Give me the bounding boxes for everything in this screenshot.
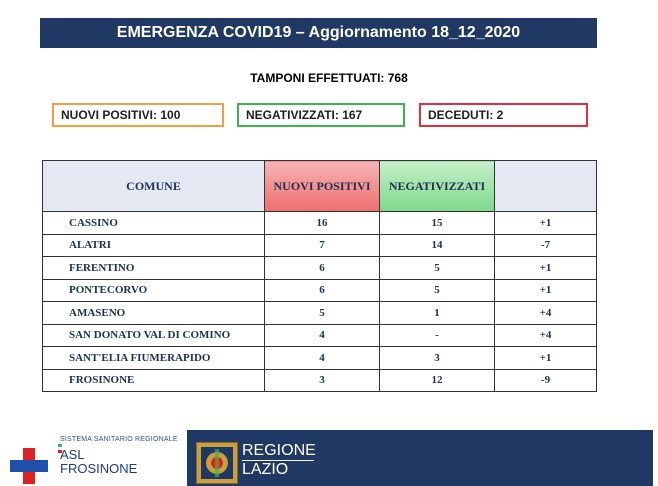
cell-negativizzati: - — [379, 323, 495, 347]
cell-comune: FROSINONE — [42, 368, 265, 392]
regione-lazio-emblem-icon — [196, 442, 238, 484]
header-nuovi-positivi: NUOVI POSITIVI — [264, 160, 380, 212]
cell-differenza: +1 — [494, 256, 597, 280]
cell-negativizzati: 1 — [379, 301, 495, 325]
table-row: AMASENO 5 1 +4 — [42, 301, 597, 325]
table-row: ALATRI 7 14 -7 — [42, 233, 597, 257]
medical-cross-icon — [10, 448, 48, 484]
comuni-table: COMUNE NUOVI POSITIVI NEGATIVIZZATI CASS… — [42, 160, 597, 392]
cell-comune: SANT'ELIA FIUMERAPIDO — [42, 346, 265, 370]
cell-positivi: 6 — [264, 256, 380, 280]
cell-differenza: -9 — [494, 368, 597, 392]
table-row: FERENTINO 6 5 +1 — [42, 256, 597, 280]
cell-negativizzati: 15 — [379, 211, 495, 235]
table-row: FROSINONE 3 12 -9 — [42, 368, 597, 392]
deceduti-box: DECEDUTI: 2 — [419, 103, 588, 127]
cell-comune: CASSINO — [42, 211, 265, 235]
cell-positivi: 3 — [264, 368, 380, 392]
cell-differenza: +1 — [494, 211, 597, 235]
cell-comune: AMASENO — [42, 301, 265, 325]
cell-comune: ALATRI — [42, 233, 265, 257]
asl-line2: FROSINONE — [60, 461, 138, 476]
table-row: CASSINO 16 15 +1 — [42, 211, 597, 235]
cell-negativizzati: 14 — [379, 233, 495, 257]
header-negativizzati: NEGATIVIZZATI — [379, 160, 495, 212]
cell-differenza: +4 — [494, 323, 597, 347]
cell-negativizzati: 12 — [379, 368, 495, 392]
page-title: EMERGENZA COVID19 – Aggiornamento 18_12_… — [40, 18, 597, 48]
nuovi-positivi-box: NUOVI POSITIVI: 100 — [52, 103, 224, 127]
cell-comune: SAN DONATO VAL DI COMINO — [42, 323, 265, 347]
cell-comune: PONTECORVO — [42, 278, 265, 302]
cell-negativizzati: 5 — [379, 256, 495, 280]
table-row: SANT'ELIA FIUMERAPIDO 4 3 +1 — [42, 346, 597, 370]
cell-positivi: 4 — [264, 323, 380, 347]
cell-differenza: -7 — [494, 233, 597, 257]
cell-differenza: +4 — [494, 301, 597, 325]
asl-line1: ASL — [60, 447, 85, 462]
cell-positivi: 4 — [264, 346, 380, 370]
cell-positivi: 7 — [264, 233, 380, 257]
regione-lazio-label: REGIONE LAZIO — [242, 442, 316, 479]
asl-flag-icon — [58, 444, 62, 453]
region-line1: REGIONE — [242, 442, 316, 461]
asl-frosinone-logo: SISTEMA SANITARIO REGIONALE ASL FROSINON… — [6, 432, 186, 484]
cell-negativizzati: 5 — [379, 278, 495, 302]
asl-subtitle: SISTEMA SANITARIO REGIONALE — [60, 436, 178, 443]
cell-comune: FERENTINO — [42, 256, 265, 280]
cell-differenza: +1 — [494, 278, 597, 302]
regione-lazio-banner: REGIONE LAZIO — [187, 430, 653, 486]
cell-positivi: 16 — [264, 211, 380, 235]
header-differenza — [494, 160, 597, 212]
cell-positivi: 5 — [264, 301, 380, 325]
asl-name: ASL FROSINONE — [60, 448, 137, 476]
cell-positivi: 6 — [264, 278, 380, 302]
negativizzati-box: NEGATIVIZZATI: 167 — [237, 103, 405, 127]
table-row: PONTECORVO 6 5 +1 — [42, 278, 597, 302]
table-row: SAN DONATO VAL DI COMINO 4 - +4 — [42, 323, 597, 347]
cell-negativizzati: 3 — [379, 346, 495, 370]
cell-differenza: +1 — [494, 346, 597, 370]
region-line2: LAZIO — [242, 461, 289, 478]
tamponi-summary: TAMPONI EFFETTUATI: 768 — [250, 71, 408, 85]
header-comune: COMUNE — [42, 160, 265, 212]
table-header-row: COMUNE NUOVI POSITIVI NEGATIVIZZATI — [42, 160, 597, 212]
